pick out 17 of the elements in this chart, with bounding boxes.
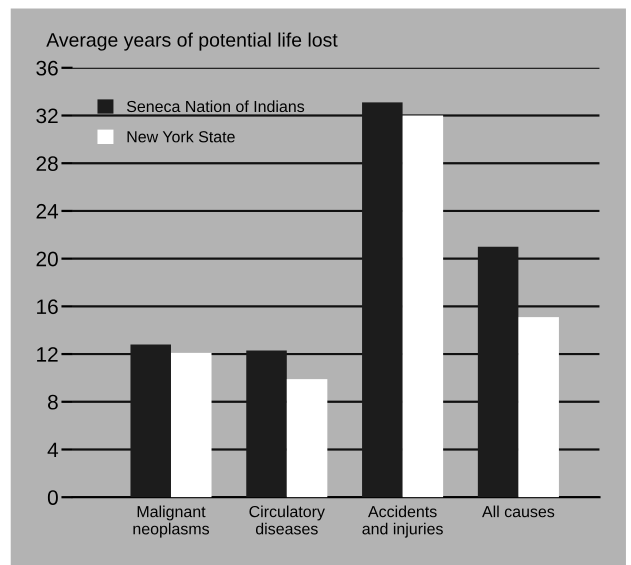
- y-tick-label: 12: [37, 347, 58, 362]
- y-tick-label: 32: [36, 108, 58, 124]
- x-tick-label: All causes: [482, 506, 554, 518]
- y-tick-label: 8: [48, 394, 58, 410]
- legend-label: Seneca Nation of Indians: [126, 100, 304, 112]
- y-axis-title: Average years of potential life lost: [46, 32, 338, 51]
- x-tick-label: Accidents and injuries: [362, 506, 443, 538]
- y-tick-label: 4: [48, 442, 58, 458]
- y-tick-label: 20: [36, 252, 58, 266]
- legend-label: New York State: [128, 130, 235, 142]
- y-tick-label: 28: [36, 156, 58, 171]
- y-tick-label: 16: [37, 299, 58, 314]
- y-tick-label: 24: [36, 204, 58, 218]
- x-tick-label: Malignant neoplasms: [133, 506, 210, 538]
- y-tick-label: 36: [36, 60, 58, 76]
- y-tick-label: 0: [48, 490, 58, 505]
- x-tick-label: Circulatory diseases: [249, 506, 325, 534]
